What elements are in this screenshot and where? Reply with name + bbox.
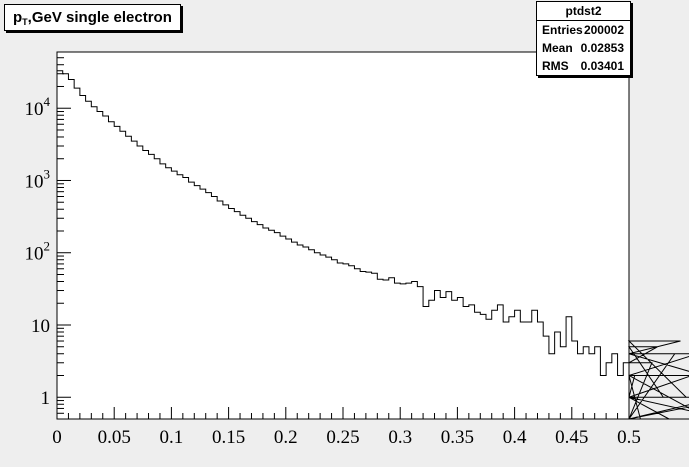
stats-label: Entries (542, 23, 583, 37)
stats-value: 0.03401 (580, 59, 624, 73)
stats-name: ptdst2 (537, 2, 630, 21)
histogram-title: pT,GeV single electron (4, 4, 181, 31)
x-tick-label: 0.3 (388, 427, 412, 448)
x-tick-label: 0.5 (617, 427, 641, 448)
x-tick-label: 0.35 (441, 427, 474, 448)
y-tick-label: 1 (41, 388, 51, 409)
histogram-line (56, 70, 689, 420)
stats-value: 0.02853 (580, 41, 624, 55)
stats-label: RMS (542, 59, 569, 73)
x-tick-label: 0.1 (160, 427, 184, 448)
x-tick-label: 0 (52, 427, 62, 448)
y-tick-label: 103 (25, 166, 51, 192)
x-tick-label: 0.25 (326, 427, 359, 448)
stats-label: Mean (542, 41, 573, 55)
y-tick-label: 104 (25, 94, 51, 120)
plot-frame (56, 51, 630, 420)
x-tick-label: 0.15 (212, 427, 245, 448)
stats-row-mean: Mean 0.02853 (537, 39, 630, 57)
y-tick-label: 10 (31, 316, 50, 337)
x-tick-label: 0.05 (98, 427, 131, 448)
y-tick-label: 102 (25, 239, 51, 265)
stats-value: 200002 (583, 23, 624, 37)
stats-row-entries: Entries 200002 (537, 21, 630, 39)
title-p: p (13, 9, 23, 26)
x-tick-label: 0.2 (274, 427, 298, 448)
title-subscript: T (22, 17, 28, 27)
x-tick-label: 0.45 (555, 427, 588, 448)
title-rest: ,GeV single electron (27, 9, 172, 26)
x-tick-label: 0.4 (503, 427, 527, 448)
stats-box: ptdst2 Entries 200002 Mean 0.02853 RMS 0… (536, 1, 631, 76)
stats-row-rms: RMS 0.03401 (537, 57, 630, 75)
